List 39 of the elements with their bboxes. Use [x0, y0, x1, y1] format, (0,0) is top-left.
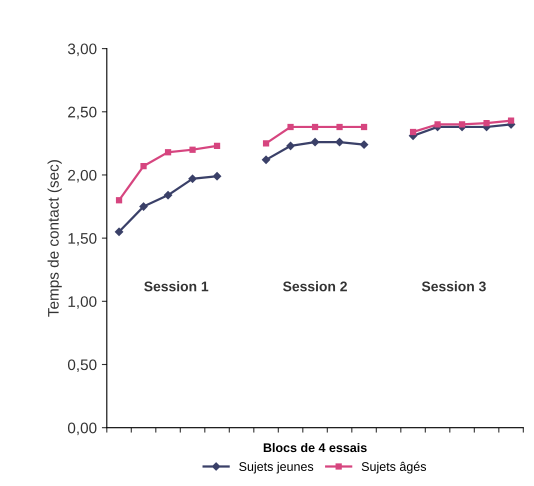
point [508, 118, 514, 124]
point [286, 142, 295, 150]
y-tick-label: 0,50 [68, 359, 96, 372]
legend-label: Sujets jeunes [239, 462, 314, 474]
point [458, 121, 466, 128]
y-tick-label: 1,00 [68, 296, 96, 309]
point [188, 174, 197, 183]
point [116, 197, 122, 204]
y-tick-label: 1,50 [68, 233, 96, 246]
point [212, 172, 222, 180]
point [164, 191, 172, 200]
point [214, 142, 220, 150]
point [310, 138, 320, 146]
point [360, 124, 368, 130]
y-axis-title: Temps de contact (sec) [48, 160, 62, 317]
point [312, 124, 318, 130]
point [335, 138, 344, 146]
point [164, 149, 172, 156]
annotation: Session 2 [283, 281, 347, 292]
point [262, 156, 270, 164]
point [140, 162, 147, 170]
x-axis-title: Blocs de 4 essais [264, 442, 367, 452]
point [114, 228, 124, 236]
point [139, 202, 148, 211]
y-tick-label: 2,00 [68, 170, 96, 182]
point [483, 120, 490, 126]
point [189, 146, 196, 153]
point [262, 140, 270, 146]
annotation: Session 1 [144, 281, 208, 292]
point [410, 128, 416, 136]
point [287, 124, 294, 130]
y-tick-label: 3,00 [68, 43, 96, 56]
point [434, 121, 441, 128]
point [336, 124, 343, 130]
y-tick-label: 2,50 [68, 106, 96, 120]
annotation: Session 3 [422, 281, 486, 292]
point [360, 140, 368, 149]
legend-label: Sujets âgés [362, 462, 426, 474]
y-tick-label: 0,00 [68, 422, 96, 436]
